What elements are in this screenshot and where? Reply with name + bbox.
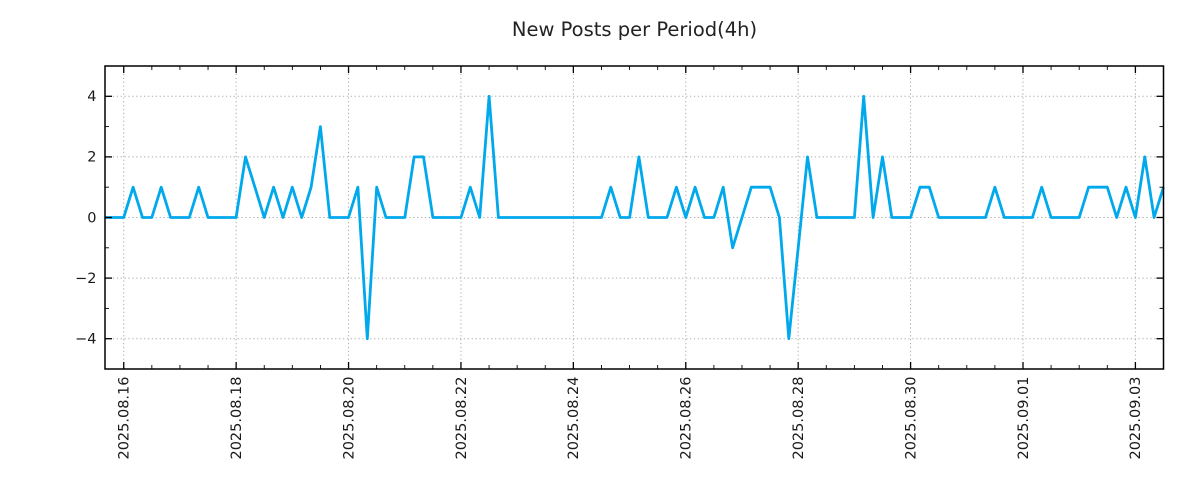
y-tick-label: 4 [87,89,96,105]
x-tick-label: 2025.09.03 [1128,377,1144,460]
x-tick-label: 2025.08.30 [903,377,919,460]
x-tick-label: 2025.08.24 [566,377,582,460]
x-tick-label: 2025.08.18 [229,377,245,460]
y-tick-label: −4 [75,332,96,348]
x-tick-label: 2025.08.16 [117,377,133,460]
y-tick-label: 2 [87,150,96,166]
x-tick-label: 2025.09.01 [1016,377,1032,460]
y-tick-label: 0 [87,210,96,226]
x-tick-label: 2025.08.26 [679,377,695,460]
y-tick-label: −2 [75,271,96,287]
x-tick-label: 2025.08.22 [454,377,470,460]
x-tick-label: 2025.08.28 [791,377,807,460]
chart-title: New Posts per Period(4h) [511,18,758,41]
gridlines-group [105,66,1164,369]
tick-labels-group: 2025.08.16 2025.08.18 2025.08.20 2025.08.22… [75,89,1144,459]
x-tick-label: 2025.08.20 [341,377,357,460]
series-line [105,94,1165,341]
series-group [105,94,1165,341]
axes-frame-group [104,65,1165,370]
